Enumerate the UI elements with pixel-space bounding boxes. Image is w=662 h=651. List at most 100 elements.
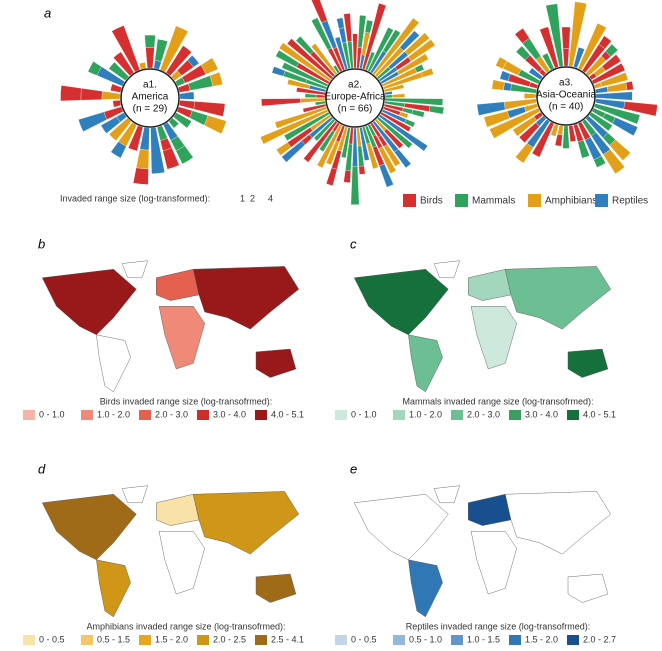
bar-segment [304, 93, 317, 98]
bar-segment [414, 64, 425, 73]
bar-segment [383, 144, 401, 167]
country-region [567, 348, 609, 378]
bar-segment [384, 98, 443, 106]
bar-segment [173, 112, 192, 129]
country-region [158, 306, 205, 370]
bar-segment [379, 163, 394, 188]
bar-segment [605, 43, 619, 57]
country-region [41, 494, 137, 561]
legend-label: 3.0 - 4.0 [525, 409, 558, 419]
bar-segment [399, 30, 420, 52]
bar-segment [420, 68, 434, 78]
world-map [353, 485, 612, 618]
bar-segment [545, 3, 564, 67]
legend-label: 0.5 - 1.0 [409, 634, 442, 644]
legend-swatch [81, 635, 93, 645]
bar-segment [367, 27, 394, 73]
legend-swatch [393, 635, 405, 645]
country-region [408, 334, 443, 393]
circular-chart: a3.Asia-Oceania(n = 40) [476, 1, 658, 175]
bar-segment [203, 115, 227, 135]
bar-segment [281, 140, 306, 163]
country-region [505, 266, 612, 330]
legend-swatch [451, 635, 463, 645]
bar-segment [313, 118, 336, 142]
bar-segment [286, 38, 334, 80]
bar-segment [568, 1, 587, 67]
legend-label: 2.0 - 3.0 [155, 409, 188, 419]
world-map [41, 260, 300, 393]
legend-label: 2.0 - 2.7 [583, 634, 616, 644]
bar-segment [372, 17, 420, 76]
legend-swatch [255, 410, 267, 420]
bar-segment [380, 111, 412, 132]
size-tick: 2 [250, 193, 255, 203]
legend-label: 4.0 - 5.1 [583, 409, 616, 419]
bar-segment [311, 43, 338, 76]
bar-segment [391, 93, 405, 98]
legend-swatch [23, 635, 35, 645]
legend-label: 1.5 - 2.0 [155, 634, 188, 644]
size-tick: 4 [268, 193, 273, 203]
bar-segment [577, 23, 607, 71]
chart-code: a3. [559, 78, 573, 89]
bar-segment [150, 127, 165, 174]
bar-segment [179, 91, 195, 100]
legend-swatch [197, 635, 209, 645]
center-circle [120, 68, 180, 128]
country-region [156, 268, 200, 301]
chart-code: a2. [348, 80, 362, 91]
bar-segment [600, 72, 629, 87]
bar-segment [326, 167, 338, 186]
legend-title: Reptiles invaded range size (log-transof… [406, 621, 591, 631]
legend-label: Amphibians [545, 196, 597, 207]
bar-segment [602, 149, 625, 175]
country-region [353, 494, 449, 561]
bar-segment [187, 55, 200, 68]
legend-label: 1.0 - 1.5 [467, 634, 500, 644]
bar-segment [491, 79, 505, 91]
country-region [193, 266, 300, 330]
legend-label: 0 - 1.0 [39, 409, 65, 419]
country-region [505, 491, 612, 555]
bar-segment [528, 67, 544, 81]
legend-label: 4.0 - 5.1 [271, 409, 304, 419]
world-map [41, 485, 300, 618]
bar-segment [378, 146, 397, 174]
bar-segment [162, 147, 180, 170]
panel-label: e [350, 461, 357, 476]
bar-segment [601, 54, 622, 72]
country-region [158, 531, 205, 595]
legend-label: 2.0 - 3.0 [467, 409, 500, 419]
chart-region: Europe-Africa [324, 92, 386, 103]
bar-segment [541, 52, 555, 71]
bar-segment [112, 100, 122, 108]
bar-segment [593, 103, 641, 125]
center-circle [325, 68, 385, 128]
bar-segment [87, 61, 102, 76]
bar-segment [411, 109, 425, 118]
legend-label: 1.5 - 2.0 [525, 634, 558, 644]
panel-label: c [350, 236, 357, 251]
bar-segment [489, 107, 541, 139]
bar-segment [283, 111, 330, 141]
bar-segment [407, 39, 436, 62]
bar-segment [384, 91, 393, 96]
country-region [468, 268, 512, 301]
panel-label: d [38, 461, 46, 476]
bar-segment [364, 19, 374, 34]
bar-segment [591, 62, 626, 85]
bar-segment [588, 111, 613, 132]
country-region [156, 493, 200, 526]
country-region [468, 493, 512, 526]
bar-segment [366, 143, 379, 170]
bar-segment [404, 118, 416, 128]
bar-segment [428, 105, 445, 115]
legend-label: 0 - 0.5 [351, 634, 377, 644]
bar-segment [568, 125, 577, 142]
legend-swatch [23, 410, 35, 420]
bar-segment [404, 32, 430, 56]
legend-swatch [528, 194, 541, 207]
bar-segment [573, 47, 585, 69]
bar-segment [111, 25, 140, 73]
